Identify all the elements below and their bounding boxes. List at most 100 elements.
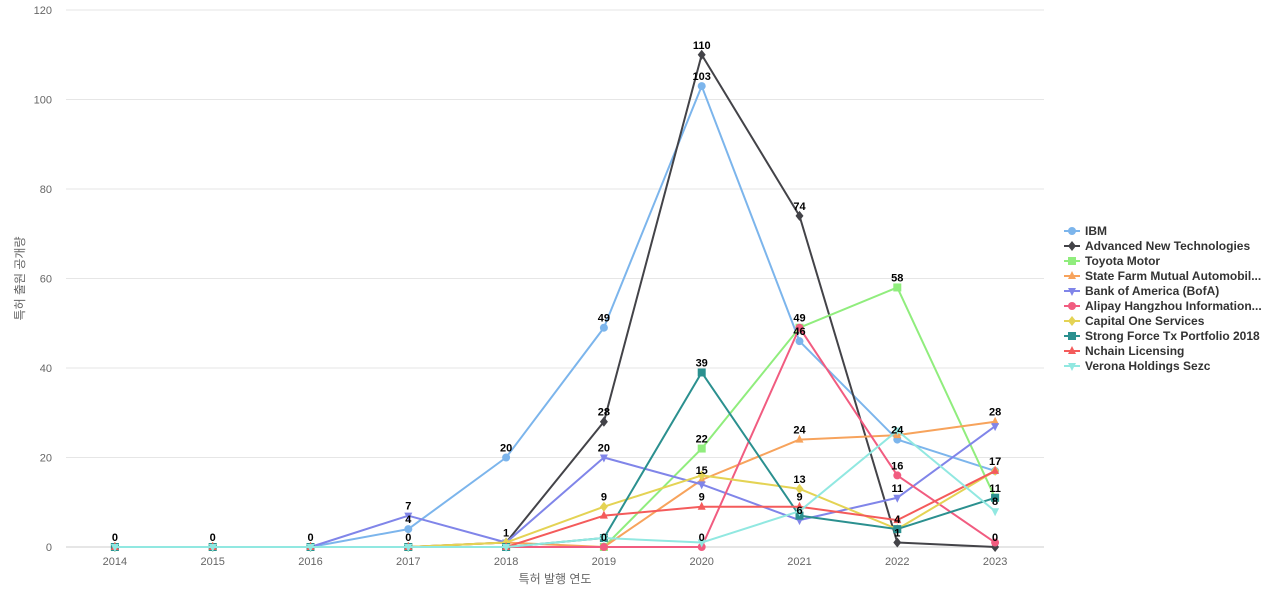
series-lines (110, 49, 1000, 552)
data-label: 22 (696, 434, 708, 446)
legend-item[interactable]: Verona Holdings Sezc (1064, 359, 1211, 373)
x-tick-label: 2017 (396, 556, 420, 568)
legend-label: IBM (1085, 224, 1107, 238)
data-point (306, 544, 315, 552)
data-label: 110 (693, 40, 711, 52)
data-label: 103 (693, 71, 711, 83)
x-tick-label: 2021 (787, 556, 811, 568)
data-label: 74 (793, 201, 806, 213)
data-label: 7 (405, 501, 411, 513)
data-label: 0 (992, 532, 998, 544)
data-point (991, 423, 1000, 432)
legend-marker (1068, 271, 1076, 279)
x-tick-label: 2022 (885, 556, 909, 568)
data-label: 16 (891, 460, 903, 472)
data-point (599, 501, 608, 512)
x-tick-label: 2018 (494, 556, 518, 568)
data-point (795, 337, 804, 346)
data-point (208, 544, 217, 552)
data-label: 0 (405, 532, 411, 544)
legend-item[interactable]: Toyota Motor (1064, 254, 1160, 268)
legend-label: Bank of America (BofA) (1085, 284, 1219, 298)
data-point (697, 49, 706, 60)
legend-item[interactable]: Bank of America (BofA) (1064, 284, 1219, 298)
x-tick-label: 2014 (103, 556, 127, 568)
data-point (404, 512, 413, 521)
data-point (795, 508, 804, 517)
data-point (502, 544, 511, 552)
legend-item[interactable]: Capital One Services (1064, 314, 1205, 328)
legend-marker (1068, 227, 1076, 235)
data-label: 4 (405, 514, 412, 526)
data-label: 0 (307, 532, 313, 544)
y-tick-label: 60 (40, 274, 52, 286)
data-label: 46 (793, 326, 805, 338)
data-label: 9 (796, 492, 802, 504)
data-label: 0 (699, 532, 705, 544)
data-label: 1 (503, 528, 509, 540)
data-label: 4 (894, 514, 901, 526)
data-point (795, 210, 804, 221)
data-label: 39 (696, 357, 708, 369)
data-point (795, 501, 804, 510)
data-point (893, 283, 902, 292)
legend-item[interactable]: Nchain Licensing (1064, 344, 1184, 358)
x-tick-label: 2016 (298, 556, 322, 568)
data-label: 58 (891, 272, 903, 284)
data-point (991, 416, 1000, 425)
data-label: 11 (989, 483, 1001, 495)
data-label: 28 (598, 407, 610, 419)
legend-label: Capital One Services (1085, 314, 1205, 328)
data-point (404, 544, 413, 552)
legend-item[interactable]: Strong Force Tx Portfolio 2018 (1064, 329, 1260, 343)
legend-item[interactable]: Alipay Hangzhou Information... (1064, 299, 1262, 313)
y-tick-label: 40 (40, 363, 52, 375)
data-point (991, 538, 1000, 547)
data-point (795, 483, 804, 494)
y-tick-label: 80 (40, 184, 52, 196)
legend-label: State Farm Mutual Automobil... (1085, 269, 1261, 283)
data-label: 13 (793, 474, 805, 486)
legend-item[interactable]: IBM (1064, 224, 1107, 238)
legend-label: Nchain Licensing (1085, 344, 1184, 358)
data-point (893, 525, 902, 534)
series-line (114, 425, 996, 548)
data-point (599, 510, 608, 519)
legend-marker (1068, 241, 1076, 251)
series-9 (110, 427, 1000, 552)
data-point (893, 471, 902, 480)
legend-label: Alipay Hangzhou Information... (1085, 299, 1262, 313)
data-point (795, 323, 804, 332)
legend-item[interactable]: State Farm Mutual Automobil... (1064, 269, 1261, 283)
y-tick-label: 120 (34, 5, 52, 17)
data-label: 20 (500, 443, 512, 455)
data-point (697, 501, 706, 510)
series-line (114, 286, 997, 548)
y-tick-label: 100 (34, 95, 52, 107)
data-label: 49 (793, 313, 805, 325)
data-point (599, 454, 608, 463)
legend-marker (1068, 257, 1076, 265)
legend-label: Verona Holdings Sezc (1085, 359, 1211, 373)
data-point (599, 416, 608, 427)
grid-lines (66, 9, 1044, 548)
data-point (599, 323, 608, 332)
series-8 (110, 465, 1000, 550)
data-point (404, 525, 413, 534)
data-point (697, 368, 706, 377)
legend-marker (1068, 363, 1076, 371)
series-6 (110, 465, 1000, 552)
x-axis: 2014 2015 2016 2017 2018 2019 2020 2021 2022 2023 (103, 556, 1008, 568)
data-point (697, 539, 706, 548)
data-label: 20 (598, 443, 610, 455)
legend-marker (1068, 288, 1076, 296)
legend-label: Strong Force Tx Portfolio 2018 (1085, 329, 1260, 343)
legend-item[interactable]: Advanced New Technologies (1064, 239, 1250, 253)
y-axis: 0 20 40 60 80 100 120 (34, 5, 52, 554)
data-label: 6 (796, 505, 802, 517)
data-label: 11 (891, 483, 903, 495)
data-point (893, 537, 902, 548)
